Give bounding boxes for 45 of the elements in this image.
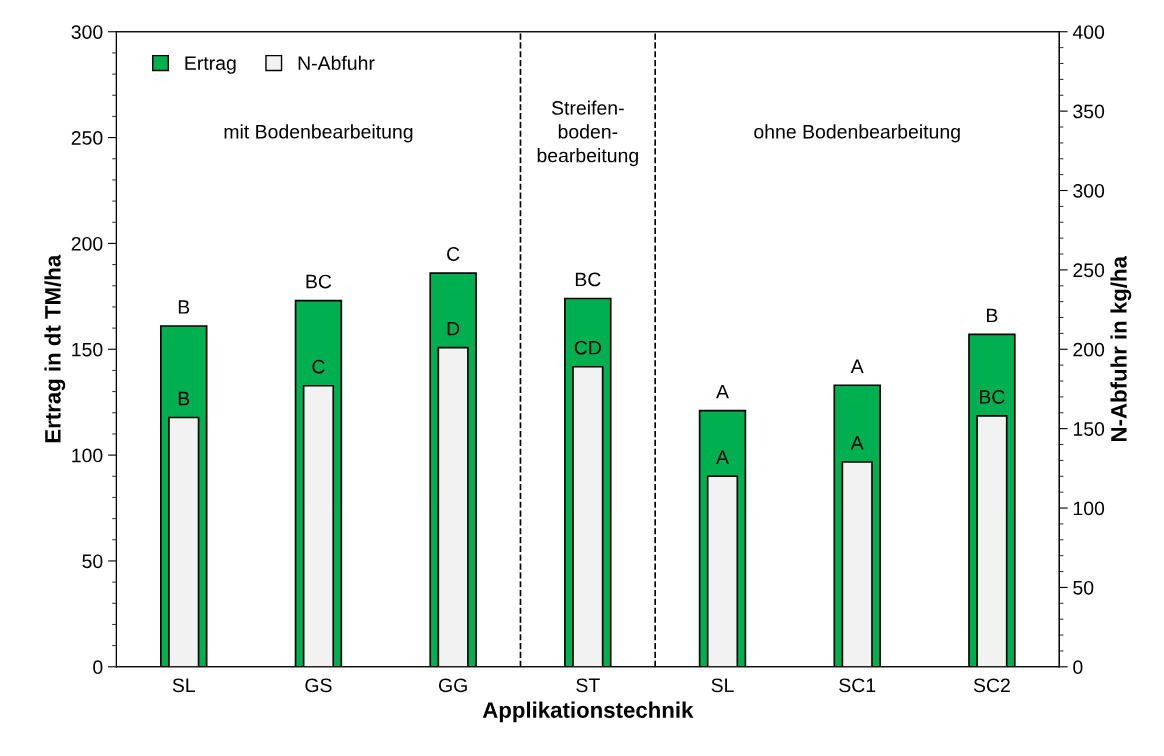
y2-tick-label: 50 [1073,580,1094,595]
data-label: C [447,247,460,261]
annotation: ohne Bodenbearbeitung [754,124,960,143]
y-tick-label: 0 [93,660,103,675]
legend-label: N-Abfuhr [298,55,375,70]
y2-axis-title: N-Abfuhr in kg/ha [1110,255,1132,441]
x-tick-label: GG [438,678,467,693]
y2-tick-label: 150 [1073,422,1105,436]
y2-tick-label: 0 [1073,660,1083,675]
x-axis-title: Applikationstechnik [482,701,694,723]
x-tick-label: SC1 [839,678,876,693]
x-tick-label: GS [305,678,332,693]
y2-tick-label: 400 [1072,25,1105,39]
x-tick-label: ST [576,678,600,693]
data-label: A [850,436,864,450]
data-label: D [447,321,460,336]
data-label: A [850,359,864,373]
y-tick-label: 150 [72,342,103,357]
data-label: BC [575,272,601,287]
y-tick-label: 50 [82,554,103,569]
data-label: CD [574,340,601,355]
x-tick-label: SC2 [973,678,1010,693]
y2-tick-label: 200 [1073,342,1105,357]
y2-tick-label: 350 [1073,104,1105,119]
x-tick-label: SL [172,678,195,693]
data-label: BC [979,390,1005,404]
data-label: BC [306,274,332,289]
y-tick-label: 200 [71,236,103,251]
legend-label: Ertrag [185,56,236,74]
data-label: B [178,391,190,406]
data-label: A [716,384,729,399]
annotation: mit Bodenbearbeitung [224,124,413,143]
y2-tick-label: 100 [1073,501,1105,516]
y-axis-title: Ertrag in dt TM/ha [44,254,66,443]
y2-tick-label: 250 [1073,263,1105,278]
x-tick-label: SL [711,678,734,693]
data-label: B [987,308,998,323]
y2-tick-label: 300 [1073,183,1105,198]
y-tick-label: 300 [71,25,103,39]
data-label: C [312,359,325,374]
annotation: Streifen- boden- bearbeitung [537,100,638,167]
data-label: A [716,450,729,464]
y-tick-label: 250 [71,131,103,145]
data-label: B [178,300,190,314]
y-tick-label: 100 [72,448,103,463]
